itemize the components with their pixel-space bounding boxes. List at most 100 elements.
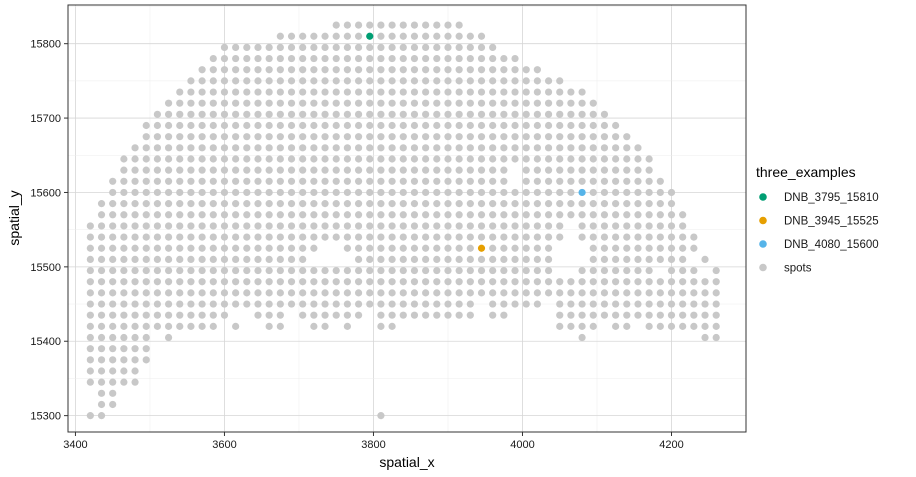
spot-point <box>544 99 553 107</box>
spot-point <box>634 211 642 219</box>
spot-point <box>142 177 150 185</box>
spot-point <box>276 177 284 185</box>
spot-point <box>86 367 94 375</box>
spot-point <box>679 233 687 241</box>
spot-point <box>287 166 296 174</box>
spot-point <box>612 289 620 297</box>
spot-point <box>176 322 184 330</box>
spot-point <box>343 121 351 130</box>
spot-point <box>209 110 217 118</box>
spot-point <box>187 110 195 118</box>
spot-point <box>243 200 251 208</box>
spot-point <box>410 99 419 107</box>
spot-point <box>366 77 374 85</box>
highlight-point-dnb-3945-15525 <box>477 244 486 252</box>
spot-point <box>254 255 262 264</box>
spot-point <box>299 289 307 297</box>
spot-point <box>544 144 553 152</box>
spot-point <box>656 177 664 185</box>
spot-point <box>377 266 385 275</box>
spot-point <box>276 188 284 197</box>
spot-point <box>612 222 620 230</box>
spot-point <box>388 32 396 40</box>
spot-point <box>198 121 206 130</box>
spot-point <box>500 155 508 163</box>
spot-point <box>265 222 273 230</box>
spot-point <box>310 43 318 52</box>
spot-point <box>332 222 340 230</box>
spot-point <box>589 155 597 163</box>
spot-point <box>176 144 184 152</box>
spot-point <box>131 367 139 375</box>
spot-point <box>120 222 128 230</box>
spot-point <box>220 211 229 219</box>
legend-key-spots <box>759 263 767 272</box>
spot-point <box>209 88 217 96</box>
spot-point <box>500 200 508 208</box>
spot-point <box>444 200 452 208</box>
spot-point <box>399 43 407 52</box>
spot-point <box>556 121 564 130</box>
spot-point <box>690 266 698 275</box>
spot-point <box>276 43 284 52</box>
spot-point <box>220 155 229 163</box>
spot-point <box>299 54 307 63</box>
spot-point <box>310 110 318 118</box>
spot-point <box>455 166 463 174</box>
spot-point <box>422 155 430 163</box>
spot-point <box>410 233 419 241</box>
y-tick-label: 15700 <box>30 113 61 125</box>
spot-point <box>422 289 430 297</box>
spot-point <box>477 133 486 141</box>
spot-point <box>544 255 553 264</box>
spot-point <box>399 233 407 241</box>
spot-point <box>556 300 564 308</box>
spot-point <box>556 289 564 297</box>
spot-point <box>209 155 217 163</box>
spot-point <box>623 266 631 275</box>
spot-point <box>645 244 653 252</box>
spot-point <box>220 200 229 208</box>
spot-point <box>265 155 273 163</box>
spot-point <box>410 222 419 230</box>
spot-point <box>388 121 396 130</box>
spot-point <box>310 200 318 208</box>
spot-point <box>299 133 307 141</box>
spot-point <box>600 311 609 319</box>
spot-point <box>232 43 240 52</box>
spot-point <box>444 66 452 74</box>
spot-point <box>500 278 508 286</box>
y-tick-label: 15600 <box>30 187 61 199</box>
spot-point <box>656 278 664 286</box>
spot-point <box>567 311 575 319</box>
spot-point <box>589 322 597 330</box>
spot-point <box>86 345 94 353</box>
spot-point <box>634 144 642 152</box>
spot-point <box>578 211 586 219</box>
spot-point <box>388 266 396 275</box>
spot-point <box>176 255 184 264</box>
spot-point <box>120 177 128 185</box>
x-tick-label: 4000 <box>510 439 534 451</box>
legend-label-dnb-3795-15810: DNB_3795_15810 <box>784 192 879 204</box>
spot-point <box>164 166 173 174</box>
spot-point <box>477 188 486 197</box>
spot-point <box>477 66 486 74</box>
x-tick-label: 3600 <box>212 439 236 451</box>
spot-point <box>321 300 329 308</box>
spot-point <box>164 311 173 319</box>
spot-point <box>511 99 519 107</box>
spot-point <box>287 200 296 208</box>
spot-point <box>276 77 284 85</box>
spot-point <box>477 144 486 152</box>
spot-point <box>131 322 139 330</box>
spot-point <box>243 233 251 241</box>
spot-point <box>544 233 553 241</box>
spot-point <box>410 244 419 252</box>
spot-point <box>131 188 139 197</box>
spot-point <box>243 188 251 197</box>
spot-point <box>612 121 620 130</box>
spot-point <box>354 133 363 141</box>
spot-point <box>422 311 430 319</box>
spot-point <box>634 200 642 208</box>
